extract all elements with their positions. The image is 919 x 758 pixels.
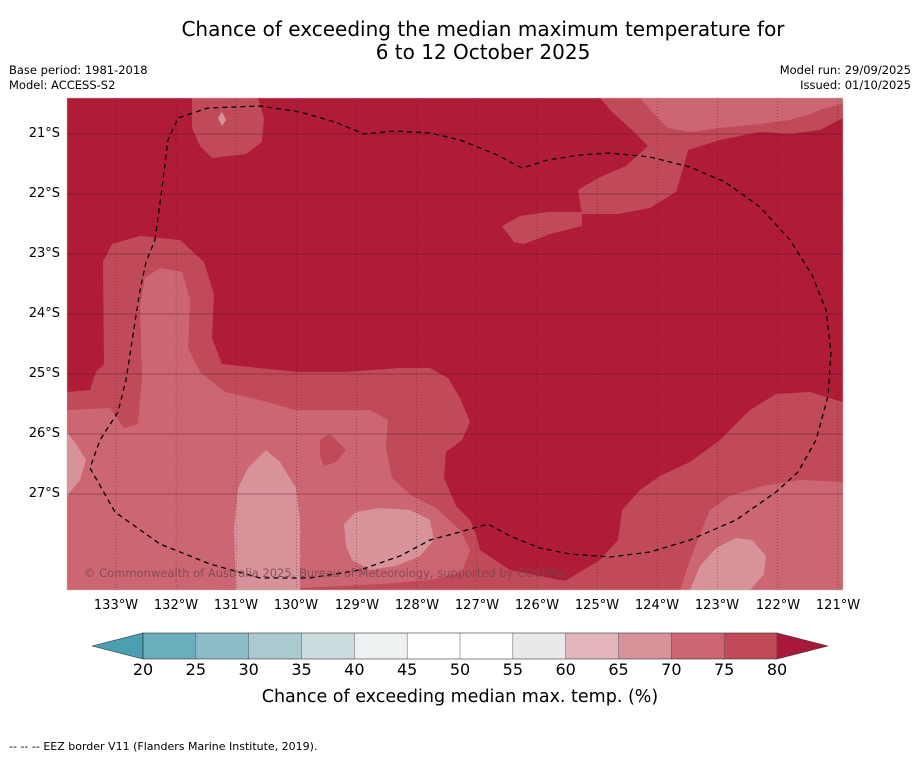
region-65-70-south bbox=[234, 450, 300, 590]
meta-right: Model run: 29/09/2025 Issued: 01/10/2025 bbox=[780, 63, 911, 93]
lon-label: 133°W bbox=[93, 598, 139, 613]
colorbar-segment bbox=[512, 633, 567, 659]
region-75-80-north bbox=[192, 98, 264, 158]
colorbar-tick: 70 bbox=[661, 660, 682, 679]
colorbar bbox=[91, 632, 829, 660]
colorbar-tick: 60 bbox=[555, 660, 576, 679]
region-70-75-cut bbox=[320, 434, 346, 466]
colorbar-tick: 45 bbox=[396, 660, 418, 679]
colorbar-segment bbox=[195, 633, 250, 659]
colorbar-segment bbox=[460, 633, 514, 659]
colorbar-tick: 55 bbox=[502, 660, 523, 679]
copyright-notice: © Commonwealth of Australia 2025, Bureau… bbox=[84, 566, 568, 580]
colorbar-tick: 30 bbox=[238, 660, 259, 679]
region-65-70-south-center bbox=[344, 508, 434, 570]
colorbar-under-arrow bbox=[91, 632, 144, 660]
region-70-75-northeast bbox=[640, 98, 843, 132]
lon-label: 124°W bbox=[634, 598, 680, 613]
colorbar-tick: 50 bbox=[449, 660, 471, 679]
colorbar-segment bbox=[671, 633, 725, 659]
region-65-70-tiny bbox=[218, 112, 226, 126]
issued-date: Issued: 01/10/2025 bbox=[800, 78, 911, 92]
eez-dash-sample: -- -- -- bbox=[9, 740, 40, 753]
forecast-map: © Commonwealth of Australia 2025, Bureau… bbox=[66, 97, 844, 591]
eez-border bbox=[89, 105, 832, 579]
lon-label: 123°W bbox=[694, 598, 740, 613]
colorbar-segment bbox=[143, 633, 197, 659]
lon-label: 122°W bbox=[755, 598, 801, 613]
region-65-70-west-edge bbox=[67, 432, 86, 496]
lat-label: 21°S bbox=[28, 126, 60, 141]
region-70-75-west bbox=[67, 268, 470, 590]
colorbar-frame bbox=[142, 632, 778, 660]
lon-label: 129°W bbox=[334, 598, 380, 613]
lat-label: 24°S bbox=[28, 306, 60, 321]
colorbar-segment bbox=[248, 633, 302, 659]
colorbar-tick: 35 bbox=[291, 660, 312, 679]
region-65-70-east bbox=[690, 538, 766, 590]
colorbar-tick: 40 bbox=[344, 660, 365, 679]
colorbar-segment bbox=[618, 633, 672, 659]
lon-label: 131°W bbox=[213, 598, 259, 613]
colorbar-segment bbox=[407, 633, 461, 659]
colorbar-tick: 25 bbox=[185, 660, 206, 679]
eez-legend: -- -- -- EEZ border V11 (Flanders Marine… bbox=[9, 740, 317, 753]
colorbar-tick: 80 bbox=[766, 660, 788, 679]
colorbar-tick: 20 bbox=[132, 660, 154, 679]
model-run: Model run: 29/09/2025 bbox=[779, 63, 911, 77]
graticule bbox=[67, 98, 843, 590]
lon-label: 125°W bbox=[574, 598, 620, 613]
lat-label: 26°S bbox=[28, 426, 60, 441]
lon-label: 126°W bbox=[514, 598, 560, 613]
lat-label: 23°S bbox=[28, 246, 60, 261]
probability-field: © Commonwealth of Australia 2025, Bureau… bbox=[67, 98, 843, 590]
region-75-80-northeast bbox=[578, 98, 843, 214]
map-title: Chance of exceeding the median maximum t… bbox=[0, 18, 919, 64]
colorbar-segment bbox=[565, 633, 619, 659]
colorbar-segment bbox=[354, 633, 408, 659]
lat-label: 25°S bbox=[28, 366, 60, 381]
lat-label: 27°S bbox=[28, 486, 60, 501]
model-name: Model: ACCESS-S2 bbox=[9, 78, 116, 92]
colorbar-over-arrow bbox=[776, 632, 829, 660]
lon-label: 121°W bbox=[815, 598, 861, 613]
colorbar-segment bbox=[724, 633, 778, 659]
eez-legend-text: EEZ border V11 (Flanders Marine Institut… bbox=[43, 740, 318, 753]
region-75-80-gulf bbox=[502, 212, 582, 244]
base-period: Base period: 1981-2018 bbox=[9, 63, 148, 77]
map-frame bbox=[66, 97, 844, 591]
lon-label: 127°W bbox=[454, 598, 500, 613]
meta-left: Base period: 1981-2018 Model: ACCESS-S2 bbox=[9, 63, 148, 93]
lon-label: 128°W bbox=[394, 598, 440, 613]
title-line-1: Chance of exceeding the median maximum t… bbox=[181, 17, 785, 41]
colorbar-label: Chance of exceeding median max. temp. (%… bbox=[261, 687, 659, 707]
lon-label: 132°W bbox=[153, 598, 199, 613]
colorbar-tick: 75 bbox=[713, 660, 735, 679]
colorbar-tick: 65 bbox=[608, 660, 629, 679]
colorbar-segment bbox=[301, 633, 355, 659]
lat-label: 22°S bbox=[28, 186, 60, 201]
lon-label: 130°W bbox=[273, 598, 319, 613]
title-line-2: 6 to 12 October 2025 bbox=[375, 40, 591, 64]
